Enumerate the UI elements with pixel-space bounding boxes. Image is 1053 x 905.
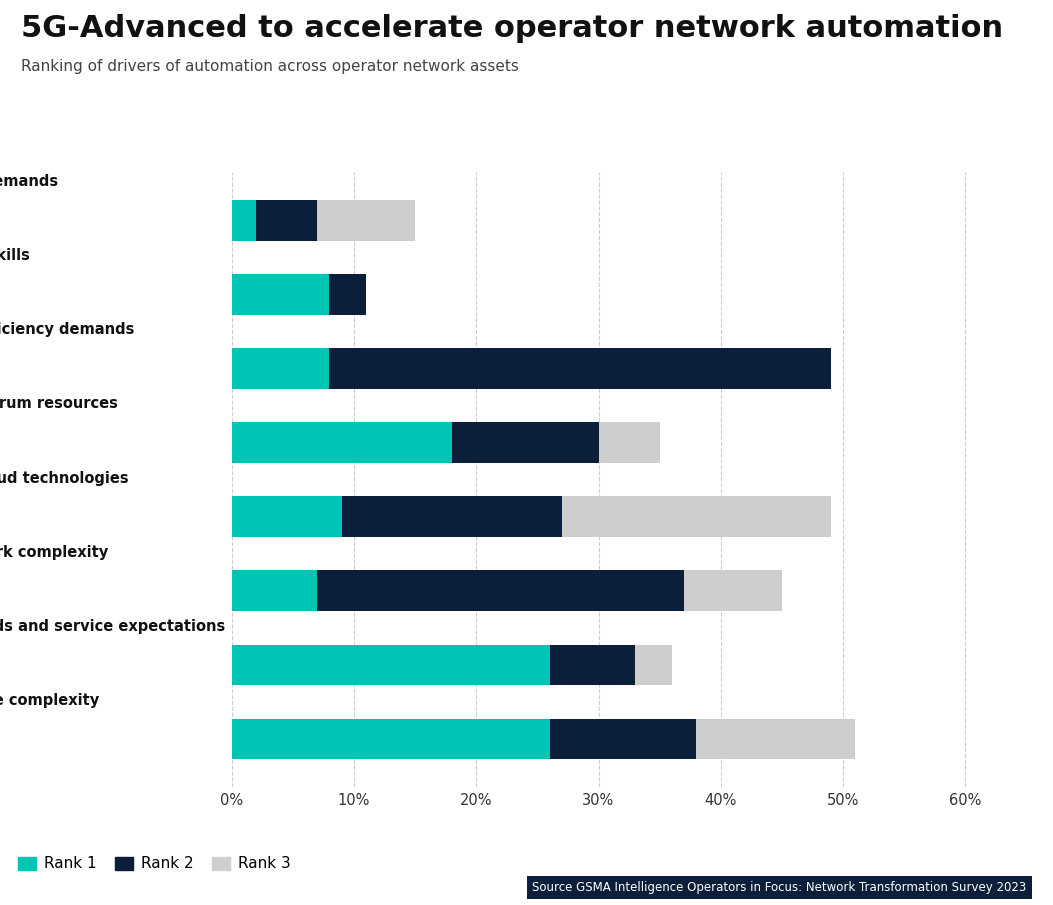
Bar [550,644,635,685]
Bar [598,423,659,463]
Text: Increasing network complexity: Increasing network complexity [0,545,107,559]
Bar [562,496,831,537]
Bar [452,423,598,463]
Bar [232,719,550,759]
Bar [232,496,342,537]
Bar [232,570,317,611]
Bar [232,644,550,685]
Text: Customer demands and service expectations: Customer demands and service expectation… [0,619,225,634]
Text: Diversity of spectrum resources: Diversity of spectrum resources [0,396,118,412]
Bar [696,719,855,759]
Text: Lack of internal skills: Lack of internal skills [0,248,29,263]
Bar [232,200,256,241]
Bar [317,570,684,611]
Bar [232,274,330,315]
Text: Source GSMA Intelligence Operators in Focus: Network Transformation Survey 2023: Source GSMA Intelligence Operators in Fo… [533,881,1027,894]
Bar [342,496,562,537]
Bar [330,348,831,389]
Text: Increasing service complexity: Increasing service complexity [0,693,99,708]
Bar [330,274,366,315]
Bar [684,570,782,611]
Bar [256,200,317,241]
Text: Added energy efficiency demands: Added energy efficiency demands [0,322,134,338]
Bar [232,348,330,389]
Text: Integration of cloud technologies: Integration of cloud technologies [0,471,128,486]
Text: Added security demands: Added security demands [0,174,58,189]
Legend: Rank 1, Rank 2, Rank 3: Rank 1, Rank 2, Rank 3 [12,851,297,878]
Bar [550,719,696,759]
Bar [635,644,672,685]
Text: Ranking of drivers of automation across operator network assets: Ranking of drivers of automation across … [21,59,519,74]
Bar [232,423,452,463]
Text: 5G-Advanced to accelerate operator network automation: 5G-Advanced to accelerate operator netwo… [21,14,1004,43]
Bar [317,200,415,241]
